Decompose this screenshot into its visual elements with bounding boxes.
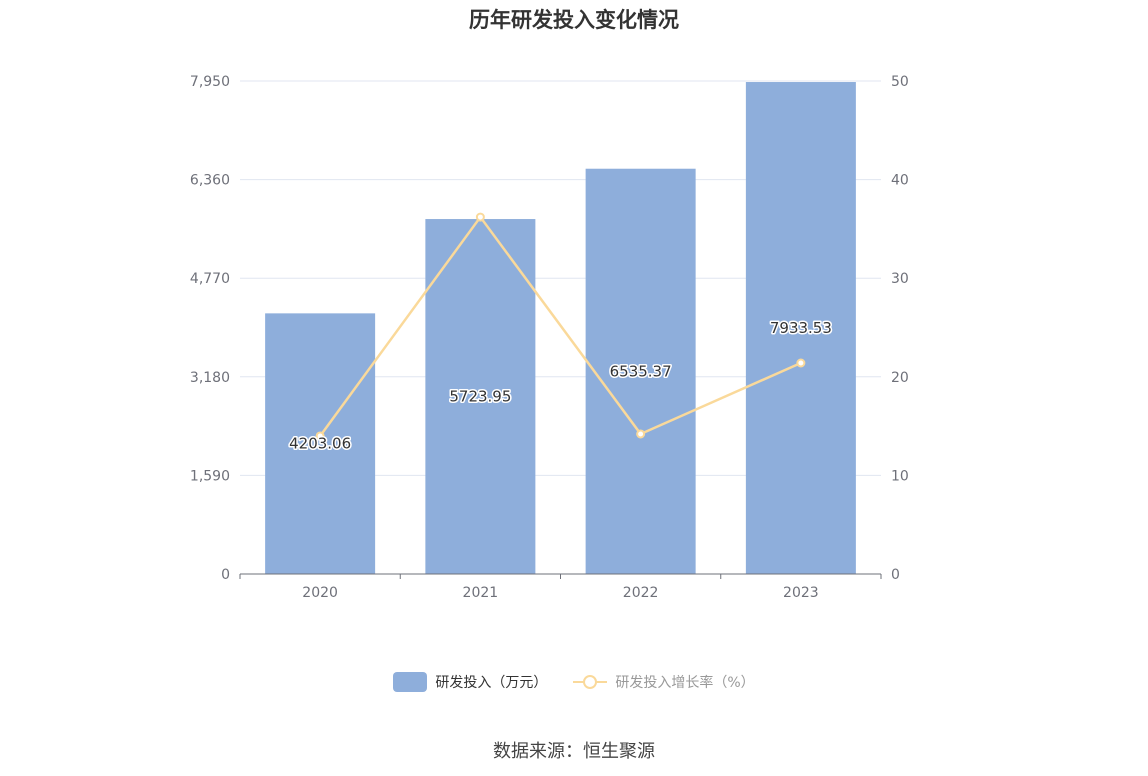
bar-value-label: 7933.53 (770, 319, 832, 337)
growth-point (475, 212, 485, 222)
bar (745, 82, 856, 574)
bar (585, 168, 696, 574)
growth-point (315, 431, 325, 441)
x-axis-tick-label: 2021 (463, 585, 499, 601)
left-axis-tick-label: 3,180 (190, 370, 230, 386)
bar (425, 219, 536, 575)
left-axis-tick-label: 7,950 (190, 74, 230, 90)
right-axis-tick-label: 50 (891, 74, 909, 90)
legend-item-growth-rate[interactable]: 研发投入增长率（%） (573, 672, 755, 692)
bar (265, 313, 376, 574)
legend-bar-swatch (393, 672, 428, 692)
bar-value-label: 6535.37 (610, 362, 672, 380)
legend-item-rd-investment[interactable]: 研发投入（万元） (393, 672, 547, 692)
source-note: 数据来源：恒生聚源 (493, 741, 655, 762)
left-axis-tick-label: 1,590 (190, 468, 230, 484)
growth-line (319, 214, 802, 437)
x-axis-tick-label: 2022 (623, 585, 659, 601)
left-axis-tick-label: 0 (221, 567, 230, 583)
right-axis-tick-label: 30 (891, 271, 909, 287)
bar-labels: 4203.06 5723.95 6535.37 7933.53 (288, 318, 834, 455)
left-axis-tick-label: 4,770 (190, 271, 230, 287)
growth-line-series (315, 212, 806, 441)
growth-point (636, 429, 646, 439)
right-axis-tick-label: 20 (891, 370, 909, 386)
right-axis-tick-label: 40 (891, 173, 909, 189)
bar-series (265, 82, 856, 575)
left-axis-tick-label: 6,360 (190, 173, 230, 189)
bar-value-label: 4203.06 (289, 435, 351, 453)
legend-line-swatch (573, 672, 608, 692)
chart-title: 历年研发投入变化情况 (469, 8, 679, 32)
axes: 0 1,590 3,180 4,770 6,360 7,950 0 10 20 30 40 50 202… (190, 74, 909, 601)
growth-point (796, 358, 806, 368)
legend-label-rd-investment: 研发投入（万元） (435, 675, 548, 691)
legend: 研发投入（万元） 研发投入增长率（%） (0, 672, 1148, 692)
legend-label-growth-rate: 研发投入增长率（%） (615, 675, 755, 691)
x-axis-tick-label: 2023 (783, 585, 819, 601)
right-axis-tick-label: 0 (891, 567, 900, 583)
right-axis-tick-label: 10 (891, 468, 909, 484)
bar-value-label: 5723.95 (449, 388, 511, 406)
x-axis-tick-label: 2020 (302, 585, 338, 601)
